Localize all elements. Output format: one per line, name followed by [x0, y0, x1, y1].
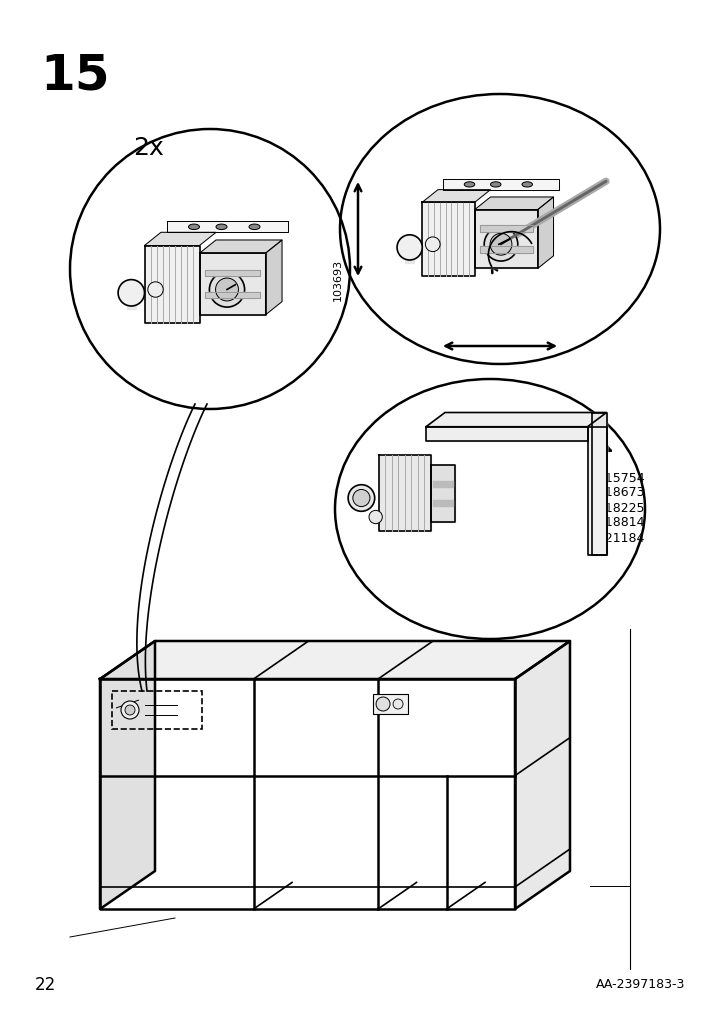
Polygon shape	[127, 288, 136, 310]
Circle shape	[353, 490, 370, 508]
Polygon shape	[426, 428, 588, 442]
Circle shape	[393, 700, 403, 710]
Polygon shape	[199, 241, 282, 254]
Polygon shape	[166, 222, 288, 234]
Polygon shape	[480, 247, 533, 254]
Polygon shape	[443, 180, 559, 190]
Text: 22: 22	[35, 975, 56, 993]
Polygon shape	[592, 413, 606, 555]
Text: 2x: 2x	[133, 135, 164, 160]
Text: 115754: 115754	[598, 471, 645, 484]
Circle shape	[216, 279, 238, 301]
Polygon shape	[100, 641, 155, 909]
Polygon shape	[144, 247, 199, 324]
Polygon shape	[475, 210, 538, 269]
Text: AA-2397183-3: AA-2397183-3	[595, 978, 685, 991]
Polygon shape	[431, 465, 455, 523]
Polygon shape	[205, 292, 260, 299]
Circle shape	[125, 706, 135, 716]
Circle shape	[490, 235, 512, 256]
Polygon shape	[266, 241, 282, 315]
Polygon shape	[433, 500, 453, 507]
Ellipse shape	[522, 183, 533, 188]
Bar	[373, 695, 408, 715]
Polygon shape	[406, 243, 414, 264]
Polygon shape	[100, 641, 570, 679]
Circle shape	[484, 228, 518, 262]
Bar	[112, 692, 202, 729]
Circle shape	[376, 698, 390, 712]
Polygon shape	[144, 234, 216, 247]
Circle shape	[209, 273, 245, 307]
Ellipse shape	[249, 224, 260, 231]
Polygon shape	[475, 198, 553, 210]
Circle shape	[369, 511, 382, 524]
Circle shape	[148, 282, 164, 298]
Polygon shape	[426, 413, 606, 428]
Polygon shape	[422, 203, 475, 276]
Polygon shape	[100, 679, 515, 909]
Text: 118673: 118673	[598, 486, 645, 499]
Polygon shape	[422, 190, 491, 203]
Polygon shape	[538, 198, 553, 269]
Circle shape	[397, 236, 422, 261]
Polygon shape	[480, 226, 533, 233]
Text: 118225: 118225	[598, 501, 645, 514]
Circle shape	[118, 280, 144, 306]
Circle shape	[348, 485, 375, 512]
Polygon shape	[515, 641, 570, 909]
Ellipse shape	[188, 224, 199, 231]
Text: 118814: 118814	[598, 516, 645, 529]
Circle shape	[121, 702, 139, 719]
Polygon shape	[588, 428, 606, 555]
Polygon shape	[378, 456, 431, 532]
Polygon shape	[205, 270, 260, 277]
Ellipse shape	[216, 224, 227, 231]
Polygon shape	[433, 481, 453, 487]
Polygon shape	[199, 254, 266, 315]
Ellipse shape	[464, 183, 475, 188]
Circle shape	[426, 238, 440, 253]
Text: 103693: 103693	[333, 259, 343, 300]
Ellipse shape	[491, 183, 501, 188]
Text: 15: 15	[40, 51, 110, 99]
Text: 121184: 121184	[598, 531, 645, 544]
